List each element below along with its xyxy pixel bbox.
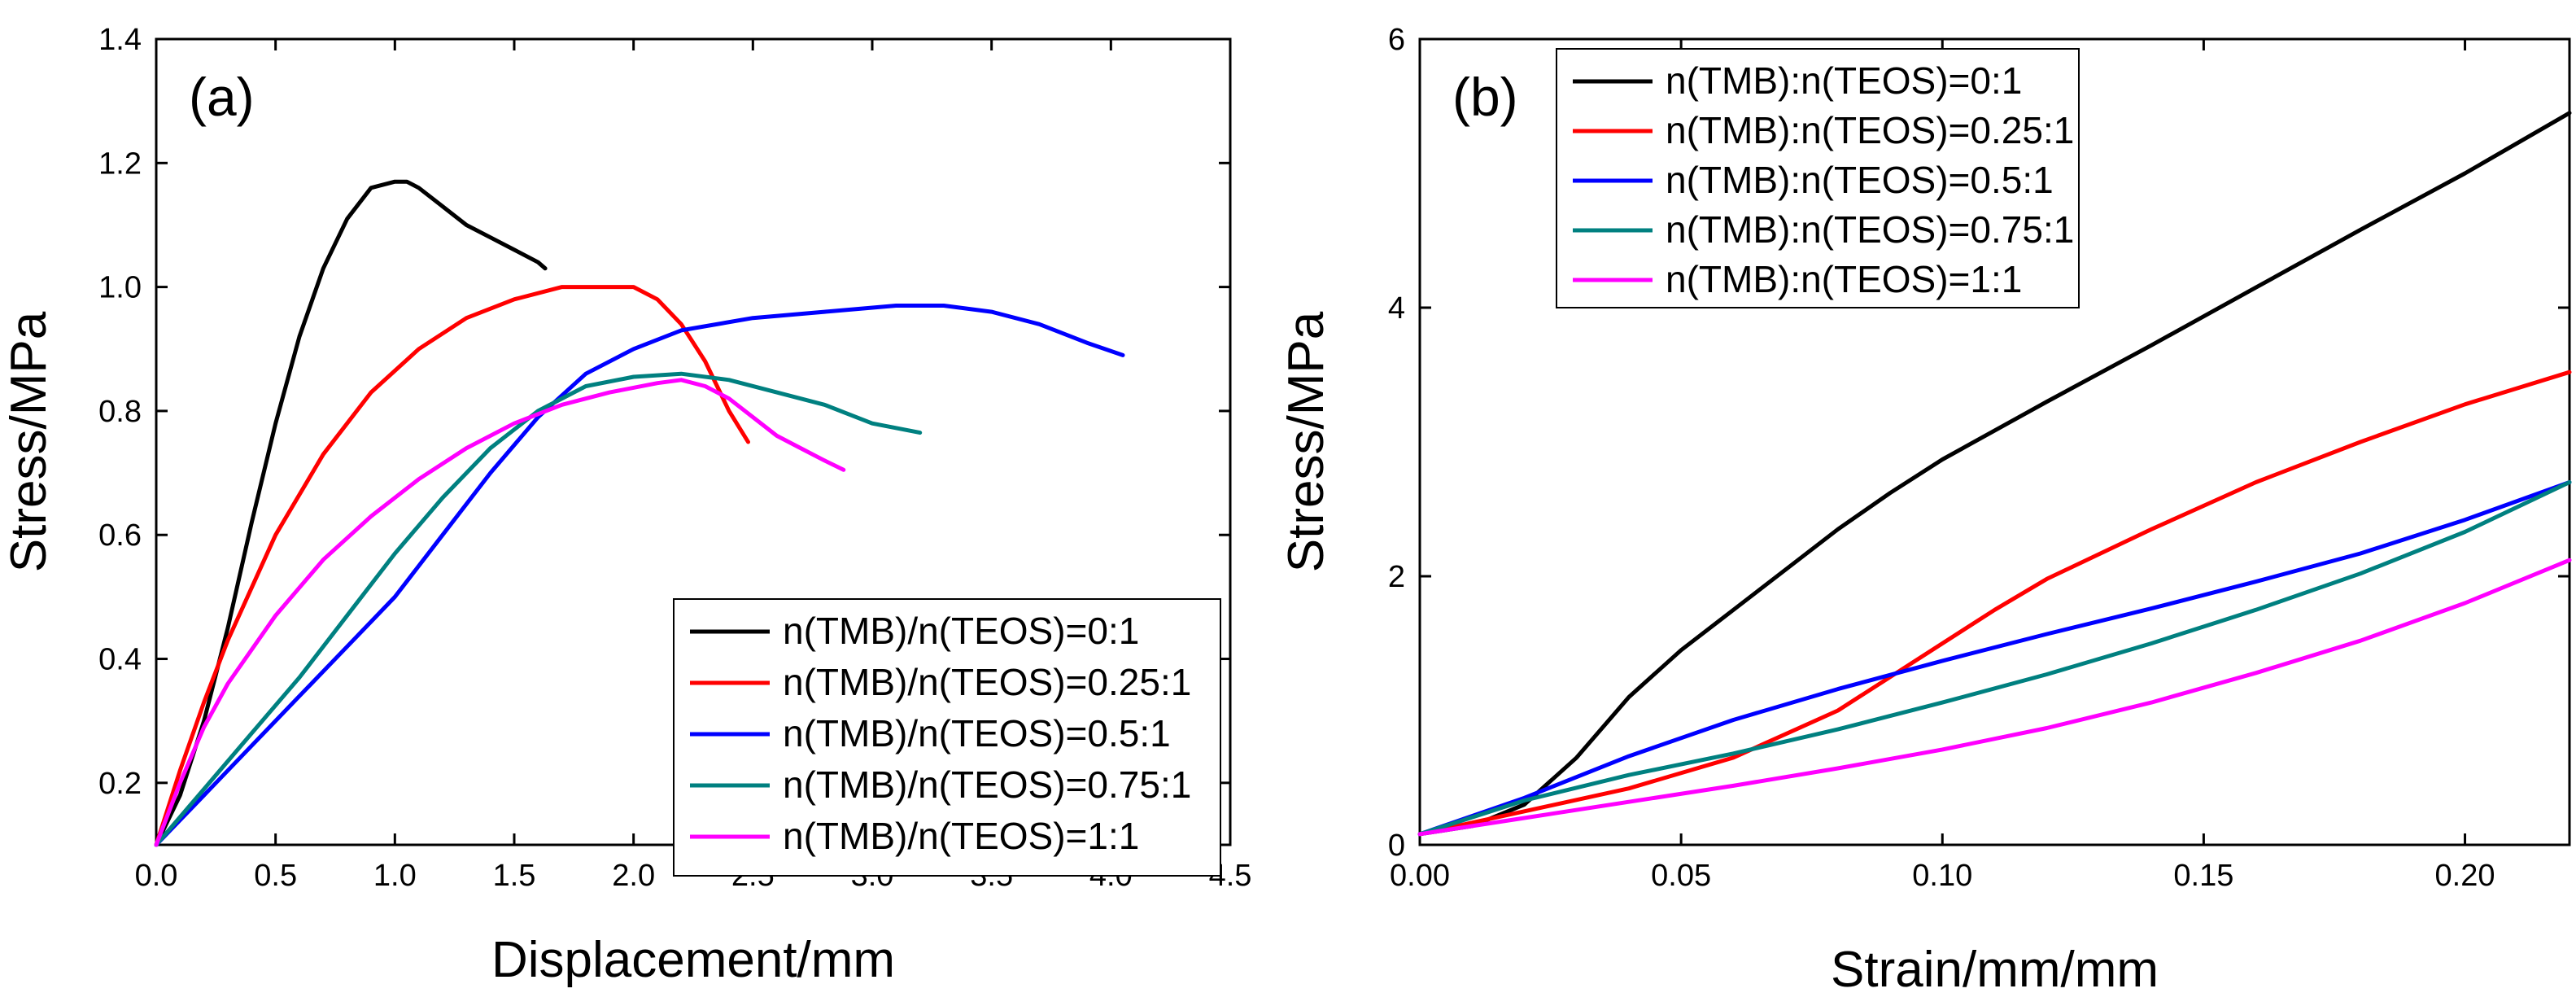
y-tick-label: 1.2: [98, 147, 142, 181]
series-line: [154, 285, 750, 847]
legend-box: [1556, 48, 2080, 308]
series-line: [1417, 480, 2572, 837]
y-tick-label: 0.8: [98, 395, 142, 429]
y-tick-label: 6: [1388, 23, 1405, 57]
y-tick-label: 1.0: [98, 271, 142, 305]
x-tick-label: 0.0: [135, 859, 178, 893]
y-axis-title: Stress/MPa: [1278, 311, 1334, 572]
legend-label: n(TMB):n(TEOS)=1:1: [1666, 258, 2022, 300]
series-line: [154, 371, 923, 847]
series-line: [1417, 370, 2572, 837]
x-axis-title: Strain/mm/mm: [1831, 942, 2159, 998]
series-line: [1417, 558, 2572, 837]
x-tick-label: 2.0: [612, 859, 655, 893]
panel-label: (a): [189, 67, 255, 127]
legend-label: n(TMB)/n(TEOS)=0.75:1: [783, 763, 1191, 806]
legend-label: n(TMB):n(TEOS)=0.25:1: [1666, 109, 2074, 151]
x-tick-label: 0.10: [1912, 859, 1972, 893]
y-tick-label: 4: [1388, 291, 1405, 326]
x-tick-label: 1.0: [373, 859, 417, 893]
series-line: [154, 378, 846, 847]
legend-box: [673, 598, 1221, 877]
x-tick-label: 1.5: [493, 859, 536, 893]
series-line: [154, 304, 1125, 847]
y-tick-label: 1.4: [98, 23, 142, 57]
y-tick-label: 2: [1388, 560, 1405, 594]
panel-a: 0.00.51.01.52.02.53.03.54.04.50.20.40.60…: [1, 23, 1251, 988]
legend: n(TMB):n(TEOS)=0:1 n(TMB):n(TEOS)=0.25:1 n…: [1556, 48, 2080, 308]
y-tick-label: 0: [1388, 829, 1405, 863]
legend-label: n(TMB)/n(TEOS)=0.25:1: [783, 661, 1191, 703]
x-axis-title: Displacement/mm: [491, 932, 895, 988]
legend: n(TMB)/n(TEOS)=0:1 n(TMB)/n(TEOS)=0.25:1 n…: [673, 598, 1221, 877]
legend-label: n(TMB):n(TEOS)=0.5:1: [1666, 159, 2054, 201]
panel-b: 0.00 0.05 0.10 0.15 0.20 0 2 4 6 Strain/mm/mm Stre…: [1278, 23, 2572, 998]
x-tick-label: 0.15: [2173, 859, 2233, 893]
legend-label: n(TMB):n(TEOS)=0.75:1: [1666, 208, 2074, 251]
y-axis-title: Stress/MPa: [1, 311, 57, 572]
y-tick-label: 0.2: [98, 767, 142, 801]
y-tick-label: 0.6: [98, 518, 142, 553]
y-tick-label: 0.4: [98, 643, 142, 677]
x-tick-label: 0.5: [254, 859, 297, 893]
series-line: [1417, 111, 2572, 837]
series-line: [1417, 480, 2572, 837]
x-tick-label: 0.00: [1390, 859, 1450, 893]
legend-label: n(TMB)/n(TEOS)=0.5:1: [783, 712, 1171, 754]
series-line: [154, 179, 548, 847]
legend-label: n(TMB)/n(TEOS)=1:1: [783, 815, 1139, 857]
x-tick-label: 0.05: [1651, 859, 1711, 893]
panel-label: (b): [1452, 67, 1518, 127]
x-tick-label: 0.20: [2435, 859, 2495, 893]
plot-frame: [1418, 37, 2571, 846]
legend-label: n(TMB)/n(TEOS)=0:1: [783, 610, 1139, 652]
legend-label: n(TMB):n(TEOS)=0:1: [1666, 59, 2022, 102]
